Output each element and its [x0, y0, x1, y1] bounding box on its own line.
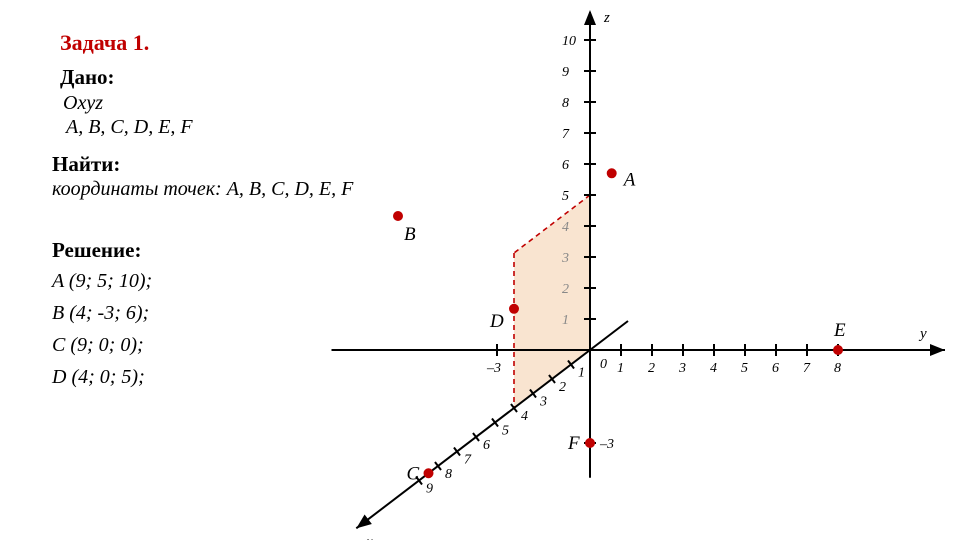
svg-text:B: B	[404, 224, 416, 245]
svg-text:8: 8	[445, 467, 452, 482]
svg-text:4: 4	[521, 409, 528, 424]
page-root: Задача 1. Дано: Oxyz A, B, C, D, E, F На…	[0, 0, 960, 540]
svg-text:8: 8	[834, 361, 841, 376]
svg-text:7: 7	[464, 453, 472, 468]
svg-text:F: F	[567, 433, 580, 454]
svg-text:5: 5	[741, 361, 748, 376]
svg-text:3: 3	[539, 395, 547, 410]
svg-text:A: A	[622, 169, 636, 190]
svg-text:1: 1	[562, 313, 569, 328]
svg-text:1: 1	[578, 366, 585, 381]
svg-text:3: 3	[678, 361, 686, 376]
svg-text:4: 4	[562, 220, 569, 235]
svg-text:9: 9	[426, 482, 433, 497]
svg-text:3: 3	[561, 251, 569, 266]
svg-text:7: 7	[803, 361, 811, 376]
svg-text:x: x	[365, 534, 373, 540]
svg-text:y: y	[918, 326, 927, 342]
svg-text:–3: –3	[486, 361, 501, 376]
svg-text:10: 10	[562, 34, 576, 49]
svg-text:7: 7	[562, 127, 570, 142]
svg-text:6: 6	[772, 361, 779, 376]
svg-text:0: 0	[600, 357, 607, 372]
svg-text:–3: –3	[599, 437, 614, 452]
svg-text:2: 2	[562, 282, 569, 297]
svg-text:8: 8	[562, 96, 569, 111]
svg-text:5: 5	[502, 424, 509, 439]
svg-text:2: 2	[648, 361, 655, 376]
svg-text:z: z	[603, 10, 610, 26]
svg-text:6: 6	[562, 158, 569, 173]
svg-text:D: D	[489, 311, 504, 332]
svg-text:6: 6	[483, 438, 490, 453]
svg-text:2: 2	[559, 380, 566, 395]
svg-text:5: 5	[562, 189, 569, 204]
svg-text:1: 1	[617, 361, 624, 376]
svg-text:C: C	[407, 463, 420, 484]
coordinate-diagram: yzx12345678–312345678910–31234567890ABCD…	[0, 0, 960, 540]
svg-text:4: 4	[710, 361, 717, 376]
svg-text:9: 9	[562, 65, 569, 80]
svg-text:E: E	[833, 320, 846, 341]
